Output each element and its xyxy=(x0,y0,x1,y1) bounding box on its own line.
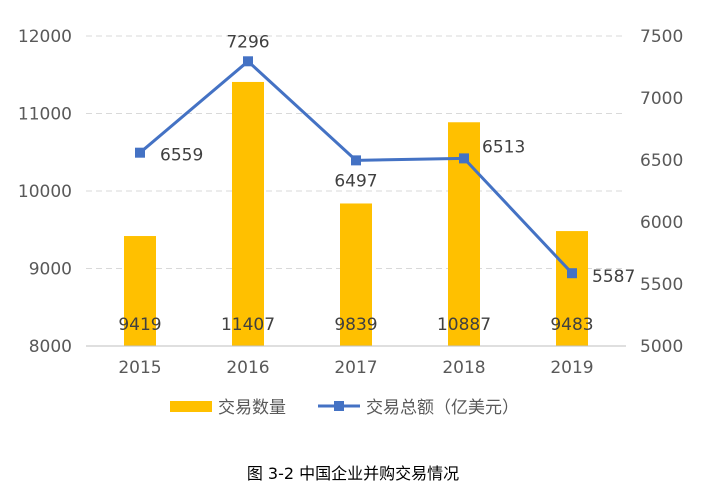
bar xyxy=(124,236,156,346)
line-series xyxy=(135,56,577,279)
y-left-tick-label: 9000 xyxy=(29,260,72,280)
figure-caption: 图 3-2 中国企业并购交易情况 xyxy=(246,464,460,483)
x-tick-label: 2015 xyxy=(118,358,161,378)
combo-chart: 8000 9000 10000 11000 12000 5000 5500 6000 6500 7… xyxy=(18,27,683,418)
bar-data-label: 9419 xyxy=(118,315,161,335)
y-right-tick-label: 5000 xyxy=(640,337,683,357)
line-data-label: 6559 xyxy=(160,146,203,166)
y-right-tick-label: 6000 xyxy=(640,213,683,233)
legend-line-label: 交易总额（亿美元） xyxy=(366,398,519,418)
bar-data-label: 10887 xyxy=(437,315,491,335)
y-left-tick-label: 8000 xyxy=(29,337,72,357)
line-data-label: 5587 xyxy=(592,267,635,287)
line-point xyxy=(567,268,577,279)
legend-bar-swatch xyxy=(170,401,212,412)
line-point xyxy=(351,155,361,166)
bar-series xyxy=(124,81,588,347)
x-tick-label: 2019 xyxy=(550,358,593,378)
axes: 8000 9000 10000 11000 12000 5000 5500 6000 6500 7… xyxy=(18,27,683,378)
line-point xyxy=(243,56,253,67)
y-right-tick-label: 6500 xyxy=(640,151,683,171)
line-data-label: 6497 xyxy=(334,171,377,191)
bar xyxy=(232,81,264,347)
legend: 交易数量 交易总额（亿美元） xyxy=(170,398,519,418)
bar-data-label: 11407 xyxy=(221,315,275,335)
y-right-tick-label: 5500 xyxy=(640,275,683,295)
line-data-label: 6513 xyxy=(482,137,525,157)
y-left-tick-label: 11000 xyxy=(18,105,72,125)
bar xyxy=(340,203,372,346)
x-tick-label: 2017 xyxy=(334,358,377,378)
line-data-label: 7296 xyxy=(226,32,269,52)
bar-data-label: 9839 xyxy=(334,315,377,335)
y-right-tick-label: 7500 xyxy=(640,27,683,47)
data-labels: 9419 11407 9839 10887 9483 6559 7296 6497 6513 55… xyxy=(118,32,635,335)
legend-line-marker xyxy=(334,401,344,411)
x-tick-label: 2016 xyxy=(226,358,269,378)
line-point xyxy=(135,147,145,158)
bar xyxy=(556,231,588,346)
legend-bar-label: 交易数量 xyxy=(218,398,286,418)
y-left-tick-label: 10000 xyxy=(18,182,72,202)
bar-data-label: 9483 xyxy=(550,315,593,335)
y-left-tick-label: 12000 xyxy=(18,27,72,47)
y-right-tick-label: 7000 xyxy=(640,89,683,109)
line-point xyxy=(459,153,469,164)
x-tick-label: 2018 xyxy=(442,358,485,378)
